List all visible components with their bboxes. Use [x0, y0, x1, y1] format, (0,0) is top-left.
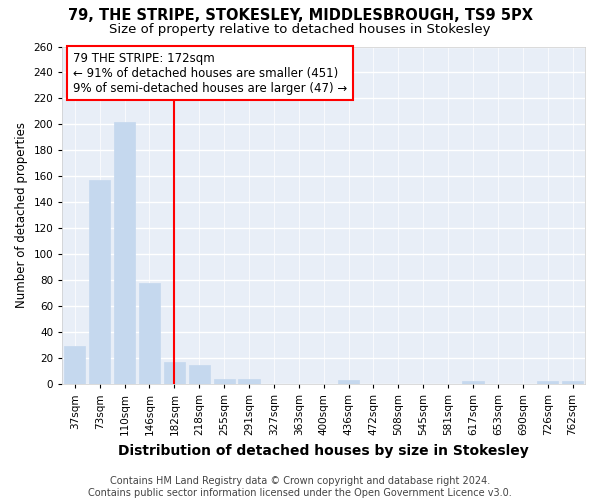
Bar — [338, 380, 359, 384]
Bar — [562, 382, 583, 384]
Bar — [537, 382, 558, 384]
Text: 79 THE STRIPE: 172sqm
← 91% of detached houses are smaller (451)
9% of semi-deta: 79 THE STRIPE: 172sqm ← 91% of detached … — [73, 52, 347, 94]
X-axis label: Distribution of detached houses by size in Stokesley: Distribution of detached houses by size … — [118, 444, 529, 458]
Bar — [238, 379, 260, 384]
Bar — [164, 362, 185, 384]
Bar — [188, 364, 210, 384]
Bar — [64, 346, 85, 384]
Bar — [89, 180, 110, 384]
Text: Size of property relative to detached houses in Stokesley: Size of property relative to detached ho… — [109, 22, 491, 36]
Bar — [139, 283, 160, 384]
Bar — [214, 379, 235, 384]
Bar — [114, 122, 135, 384]
Text: Contains HM Land Registry data © Crown copyright and database right 2024.
Contai: Contains HM Land Registry data © Crown c… — [88, 476, 512, 498]
Bar — [463, 382, 484, 384]
Y-axis label: Number of detached properties: Number of detached properties — [15, 122, 28, 308]
Text: 79, THE STRIPE, STOKESLEY, MIDDLESBROUGH, TS9 5PX: 79, THE STRIPE, STOKESLEY, MIDDLESBROUGH… — [67, 8, 533, 22]
